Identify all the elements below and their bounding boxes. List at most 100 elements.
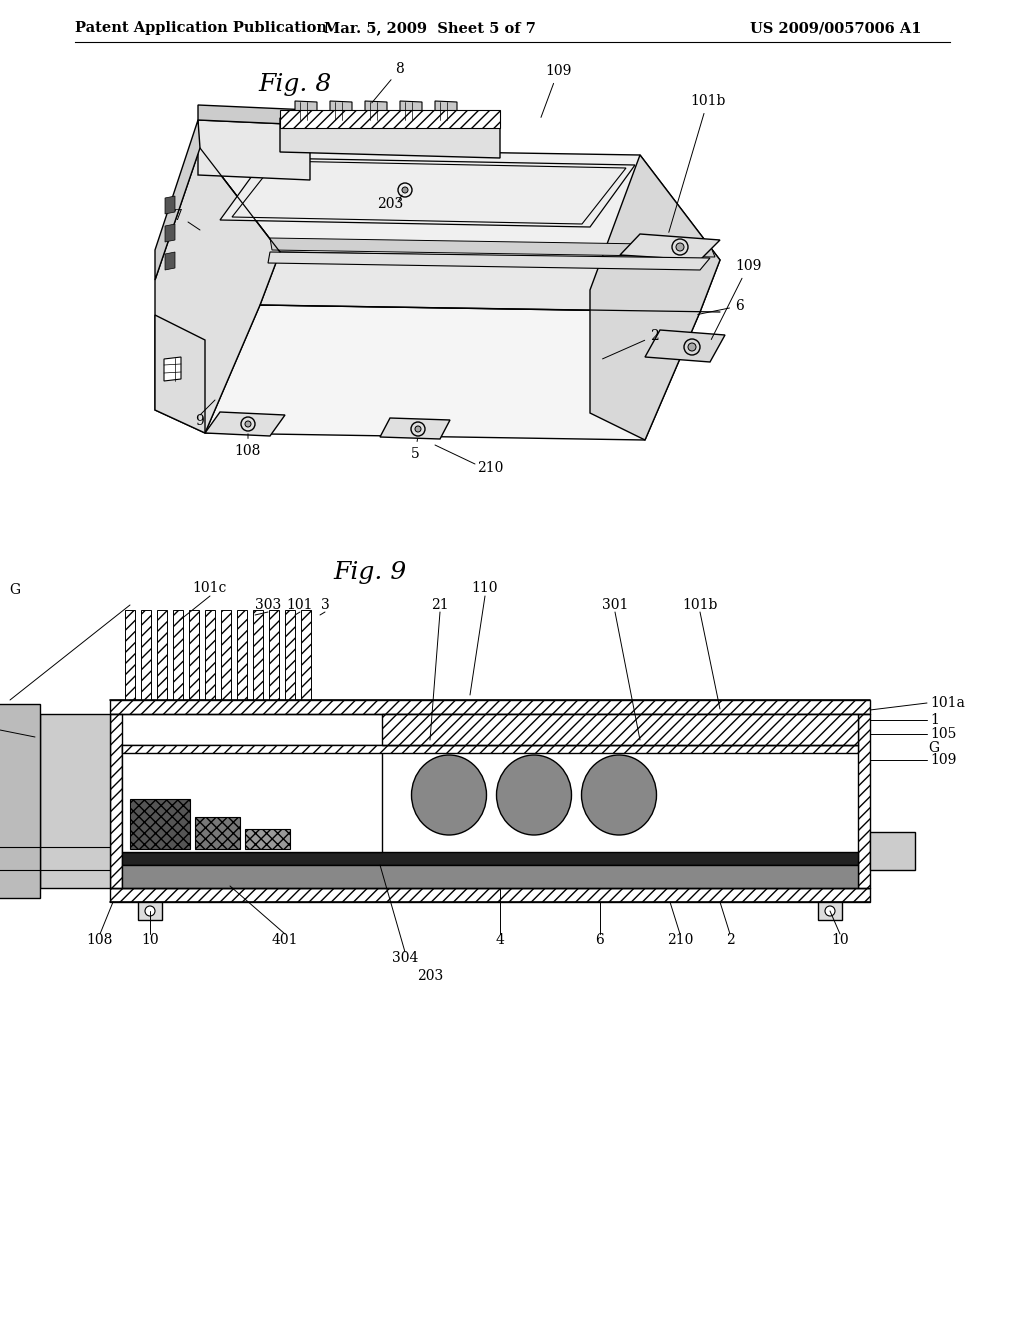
Bar	[280, 110, 500, 128]
Text: 10: 10	[831, 933, 849, 946]
Text: Mar. 5, 2009  Sheet 5 of 7: Mar. 5, 2009 Sheet 5 of 7	[324, 21, 536, 36]
Bar	[245, 829, 290, 849]
Text: 3: 3	[321, 598, 330, 612]
Polygon shape	[205, 305, 700, 440]
Bar	[285, 610, 295, 700]
Polygon shape	[330, 102, 352, 121]
Bar	[122, 851, 858, 865]
Text: 108: 108	[87, 933, 114, 946]
Text: 210: 210	[477, 461, 503, 475]
Circle shape	[245, 421, 251, 426]
Text: 101a: 101a	[930, 696, 965, 710]
Bar	[818, 902, 842, 920]
Bar	[138, 902, 162, 920]
Bar	[858, 714, 870, 888]
Bar	[870, 832, 915, 870]
Polygon shape	[280, 117, 500, 158]
Text: 6: 6	[697, 300, 743, 314]
Polygon shape	[365, 102, 387, 121]
Polygon shape	[164, 356, 181, 381]
Text: 21: 21	[431, 598, 449, 612]
Bar	[130, 799, 190, 849]
Text: 203: 203	[417, 969, 443, 983]
Text: 101b: 101b	[669, 94, 725, 232]
Polygon shape	[198, 120, 310, 180]
Bar	[110, 888, 870, 902]
Text: 401: 401	[271, 933, 298, 946]
Bar	[301, 610, 311, 700]
Text: 8: 8	[372, 62, 404, 103]
Circle shape	[145, 906, 155, 916]
Bar	[110, 714, 122, 888]
Text: 6: 6	[596, 933, 604, 946]
Circle shape	[402, 187, 408, 193]
Polygon shape	[268, 252, 710, 271]
Text: 9: 9	[196, 414, 205, 428]
Text: Patent Application Publication: Patent Application Publication	[75, 21, 327, 36]
Bar	[141, 610, 151, 700]
Text: 210: 210	[667, 933, 693, 946]
Circle shape	[688, 343, 696, 351]
Bar	[122, 744, 858, 752]
Bar	[189, 610, 199, 700]
Ellipse shape	[497, 755, 571, 836]
Text: 101c: 101c	[193, 581, 227, 595]
Ellipse shape	[412, 755, 486, 836]
Text: 2: 2	[726, 933, 734, 946]
Polygon shape	[165, 252, 175, 271]
Bar	[110, 700, 870, 714]
Text: G: G	[928, 741, 939, 755]
Text: 303: 303	[255, 598, 282, 612]
Polygon shape	[155, 148, 280, 433]
Ellipse shape	[582, 755, 656, 836]
Polygon shape	[165, 195, 175, 214]
Polygon shape	[260, 252, 720, 312]
Text: 101b: 101b	[682, 598, 718, 612]
Polygon shape	[155, 315, 205, 433]
Text: 304: 304	[392, 950, 418, 965]
Bar	[382, 714, 858, 744]
Polygon shape	[198, 106, 310, 125]
Polygon shape	[220, 158, 635, 227]
Text: G: G	[9, 583, 20, 597]
Bar	[0, 704, 40, 898]
Text: 109: 109	[541, 63, 571, 117]
Text: 101: 101	[287, 598, 313, 612]
Text: Fig. 8: Fig. 8	[258, 74, 332, 96]
Polygon shape	[435, 102, 457, 121]
Polygon shape	[620, 234, 720, 260]
Text: 109: 109	[930, 752, 956, 767]
Bar	[195, 817, 240, 849]
Text: 203: 203	[377, 197, 403, 211]
Circle shape	[415, 426, 421, 432]
Text: 10: 10	[141, 933, 159, 946]
Text: 108: 108	[234, 434, 261, 458]
Polygon shape	[205, 412, 285, 436]
Bar	[125, 610, 135, 700]
Text: 2: 2	[602, 329, 658, 359]
Polygon shape	[590, 154, 720, 440]
Polygon shape	[295, 102, 317, 121]
Circle shape	[676, 243, 684, 251]
Bar	[40, 714, 110, 888]
Bar	[122, 744, 382, 851]
Text: 105: 105	[930, 727, 956, 741]
Text: 5: 5	[411, 438, 420, 461]
Polygon shape	[270, 238, 715, 257]
Text: 1: 1	[930, 713, 939, 727]
Text: 110: 110	[472, 581, 499, 595]
Polygon shape	[155, 120, 200, 280]
Bar	[253, 610, 263, 700]
Bar	[221, 610, 231, 700]
Polygon shape	[380, 418, 450, 440]
Polygon shape	[400, 102, 422, 121]
Text: US 2009/0057006 A1: US 2009/0057006 A1	[750, 21, 922, 36]
Polygon shape	[645, 330, 725, 362]
Polygon shape	[165, 224, 175, 242]
Bar	[237, 610, 247, 700]
Text: 109: 109	[712, 259, 762, 339]
Text: Fig. 9: Fig. 9	[334, 561, 407, 583]
Polygon shape	[200, 148, 720, 260]
Text: 4: 4	[496, 933, 505, 946]
Bar	[122, 865, 858, 888]
